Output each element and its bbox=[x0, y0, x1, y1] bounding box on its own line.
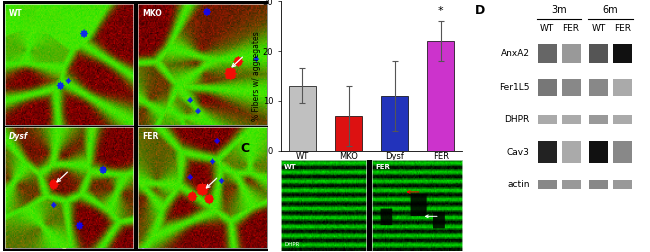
Bar bbox=[289, 86, 316, 151]
Bar bbox=[382, 96, 408, 151]
FancyBboxPatch shape bbox=[562, 115, 580, 124]
FancyBboxPatch shape bbox=[538, 115, 556, 124]
Text: Cav3: Cav3 bbox=[507, 148, 530, 157]
FancyBboxPatch shape bbox=[613, 44, 632, 63]
FancyBboxPatch shape bbox=[589, 79, 608, 96]
Text: DHPR: DHPR bbox=[504, 115, 530, 124]
Text: 3m: 3m bbox=[551, 5, 567, 15]
FancyBboxPatch shape bbox=[613, 180, 632, 189]
Text: SERCA1: SERCA1 bbox=[22, 244, 40, 248]
FancyBboxPatch shape bbox=[538, 79, 556, 96]
Text: FER: FER bbox=[563, 24, 580, 33]
Text: C: C bbox=[241, 142, 250, 155]
Text: Fer1L5: Fer1L5 bbox=[499, 83, 530, 92]
FancyBboxPatch shape bbox=[562, 141, 580, 163]
FancyBboxPatch shape bbox=[562, 44, 580, 63]
FancyBboxPatch shape bbox=[613, 141, 632, 163]
Text: actin: actin bbox=[508, 180, 530, 189]
FancyBboxPatch shape bbox=[589, 180, 608, 189]
Text: FER: FER bbox=[614, 24, 631, 33]
Text: 6m: 6m bbox=[603, 5, 618, 15]
FancyBboxPatch shape bbox=[562, 79, 580, 96]
FancyBboxPatch shape bbox=[613, 115, 632, 124]
Bar bbox=[335, 116, 362, 151]
FancyBboxPatch shape bbox=[613, 79, 632, 96]
FancyBboxPatch shape bbox=[538, 141, 556, 163]
Y-axis label: % Fibers w/ aggregates: % Fibers w/ aggregates bbox=[252, 31, 261, 121]
FancyBboxPatch shape bbox=[562, 180, 580, 189]
Bar bbox=[428, 41, 454, 151]
FancyBboxPatch shape bbox=[538, 180, 556, 189]
FancyBboxPatch shape bbox=[589, 141, 608, 163]
Text: WT: WT bbox=[540, 24, 554, 33]
FancyBboxPatch shape bbox=[538, 44, 556, 63]
FancyBboxPatch shape bbox=[589, 44, 608, 63]
FancyBboxPatch shape bbox=[589, 115, 608, 124]
Text: WT: WT bbox=[592, 24, 606, 33]
Text: ●: ● bbox=[8, 243, 14, 248]
Text: ● SERCA1  ■ Dystrophin  • DAPI: ● SERCA1 ■ Dystrophin • DAPI bbox=[8, 244, 79, 248]
Text: DAPI: DAPI bbox=[155, 244, 164, 248]
Text: AnxA2: AnxA2 bbox=[501, 49, 530, 58]
Text: *: * bbox=[438, 6, 444, 16]
Text: ●: ● bbox=[141, 243, 147, 248]
Text: ■: ■ bbox=[62, 243, 68, 248]
Text: Dystrophin: Dystrophin bbox=[75, 244, 100, 248]
Text: D: D bbox=[475, 4, 485, 17]
